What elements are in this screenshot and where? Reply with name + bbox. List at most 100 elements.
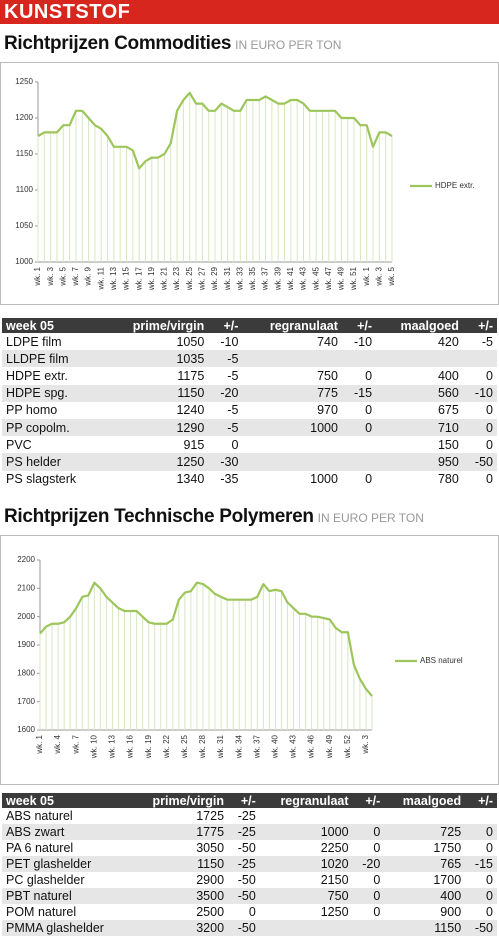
header-cell: week 05 <box>2 318 105 333</box>
y-tick-label: 1250 <box>15 77 33 86</box>
x-tick-label: wk. 28 <box>198 734 207 759</box>
table-cell: 775 <box>242 384 342 402</box>
table-cell: 0 <box>373 905 381 919</box>
x-tick-label: wk. 22 <box>162 734 171 759</box>
table-cell: 420 <box>437 334 459 349</box>
x-tick-label: wk. 21 <box>160 266 169 291</box>
table-cell: 3050 <box>196 841 225 855</box>
table-cell: -30 <box>208 453 243 471</box>
table-cell: 0 <box>373 841 381 855</box>
table-cell: 0 <box>465 824 497 840</box>
x-tick-label: wk. 49 <box>337 266 346 291</box>
table-cell: 2150 <box>320 873 349 887</box>
table-row: LLDPE film 1035 -5 <box>2 350 497 368</box>
x-tick-label: wk. 1 <box>35 734 44 754</box>
table-cell: 780 <box>437 472 459 487</box>
table-cell: 0 <box>352 824 385 840</box>
table-cell: -35 <box>220 472 239 487</box>
table-cell: 0 <box>231 437 239 452</box>
table-cell: 765 <box>384 856 466 872</box>
table-cell: 1175 <box>177 368 205 383</box>
x-tick-label: wk. 3 <box>374 266 383 286</box>
table-row: HDPE extr. 1175 -5 750 0 400 0 <box>2 367 497 384</box>
table-cell: PA 6 naturel <box>6 841 74 855</box>
table-cell: ABS zwart <box>2 824 132 840</box>
table-cell <box>260 808 353 824</box>
table-cell: 0 <box>486 905 493 919</box>
table-cell: PET glashelder <box>2 856 132 872</box>
header-cell: maalgoed <box>376 318 463 333</box>
table-cell: -25 <box>228 856 260 872</box>
table-cell: -10 <box>353 334 373 349</box>
x-tick-label: wk. 19 <box>144 734 153 759</box>
table-cell: 750 <box>317 368 338 383</box>
table-cell: PP homo <box>6 403 58 418</box>
table-cell: PS slagsterk <box>6 472 77 487</box>
header-cell: +/- <box>462 318 497 333</box>
table-cell: PS helder <box>2 453 105 471</box>
x-tick-label: wk. 10 <box>89 734 98 759</box>
table-cell: 725 <box>384 824 466 840</box>
table-cell: 0 <box>486 873 493 887</box>
table-row: POM naturel 2500 0 1250 0 900 0 <box>2 904 497 920</box>
x-tick-label: wk. 23 <box>172 266 181 291</box>
table-cell: 675 <box>437 403 459 418</box>
table-cell: 0 <box>486 472 493 487</box>
table-cell <box>242 436 342 453</box>
table-row: PA 6 naturel 3050 -50 2250 0 1750 0 <box>2 840 497 856</box>
x-tick-label: wk. 49 <box>325 734 334 759</box>
table-cell: 1340 <box>176 472 205 487</box>
x-tick-label: wk. 3 <box>46 266 55 286</box>
table-cell: 0 <box>486 437 493 452</box>
table-row: ABS naturel 1725 -25 <box>2 808 497 824</box>
x-tick-label: wk. 37 <box>252 734 261 759</box>
header-bar: KUNSTSTOF <box>0 0 499 24</box>
y-tick-label: 2000 <box>17 612 35 621</box>
table-cell: PC glashelder <box>6 873 85 887</box>
table-cell: 3200 <box>131 920 229 936</box>
y-tick-label: 1100 <box>16 185 34 194</box>
x-tick-label: wk. 31 <box>216 734 225 759</box>
table-cell: HDPE spg. <box>2 384 105 402</box>
table-row: PS slagsterk 1340 -35 1000 0 780 0 <box>2 471 497 488</box>
table-cell: -50 <box>237 873 256 887</box>
table-cell: 1050 <box>176 334 205 349</box>
x-tick-label: wk. 1 <box>362 266 371 286</box>
table-cell: 2900 <box>196 873 225 887</box>
table-cell: 970 <box>317 403 338 418</box>
table-cell: -10 <box>220 334 239 349</box>
table-row: PET glashelder 1150 -25 1020 -20 765 -15 <box>2 856 497 872</box>
table-cell <box>341 350 377 368</box>
legend-label: ABS naturel <box>420 656 463 665</box>
table-cell: -50 <box>462 453 497 471</box>
table-cell: 1035 <box>104 350 209 368</box>
header-cell: week 05 <box>2 793 132 808</box>
x-tick-label: wk. 40 <box>271 734 280 759</box>
table-cell: 0 <box>352 888 385 904</box>
table-cell: -5 <box>227 368 239 383</box>
table-cell: PP copolm. <box>2 418 105 437</box>
table-cell: PVC <box>6 437 32 452</box>
header-cell: prime/virgin <box>131 793 229 808</box>
y-tick-label: 1150 <box>16 149 34 158</box>
table-cell: -20 <box>208 384 243 402</box>
table-cell: 1150 <box>131 856 229 872</box>
table-cell: 950 <box>376 453 463 471</box>
table-cell: 1750 <box>433 841 462 855</box>
table-cell: -50 <box>228 920 260 936</box>
header-cell: +/- <box>465 793 497 808</box>
table-cell: -50 <box>228 888 260 904</box>
x-tick-label: wk. 41 <box>286 266 295 291</box>
table-cell: 0 <box>365 472 373 487</box>
table-row: LDPE film 1050 -10 740 -10 420 -5 <box>2 333 497 350</box>
y-tick-label: 1200 <box>15 113 33 122</box>
x-tick-label: wk. 31 <box>223 266 232 291</box>
header-row: week 05 prime/virgin +/- regranulaat +/- maal… <box>2 793 497 808</box>
table-cell: 740 <box>317 334 338 349</box>
table-cell: 1020 <box>259 856 353 872</box>
table-cell: 1250 <box>320 905 349 919</box>
table-cell: 0 <box>462 418 497 437</box>
table-cell: LDPE film <box>6 334 62 349</box>
y-tick-label: 1000 <box>15 257 33 266</box>
table-cell: 0 <box>365 368 373 383</box>
